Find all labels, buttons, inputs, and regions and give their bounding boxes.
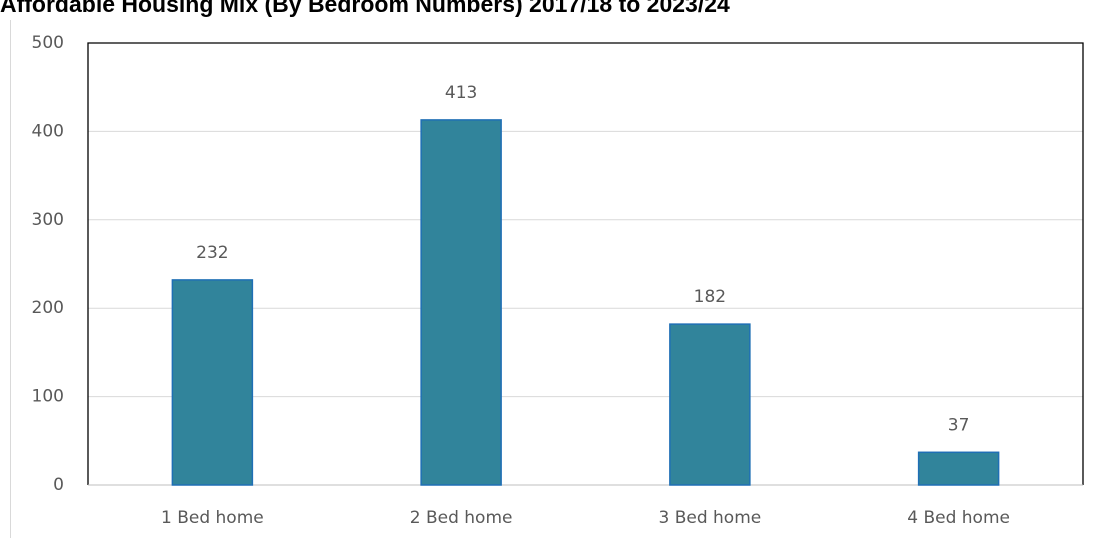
data-label: 232 xyxy=(196,243,228,263)
chart-title: Affordable Housing Mix (By Bedroom Numbe… xyxy=(0,0,730,17)
x-tick-label: 4 Bed home xyxy=(907,508,1010,528)
data-label: 182 xyxy=(694,287,726,307)
plot-border xyxy=(87,42,1084,485)
y-tick-label: 200 xyxy=(32,298,64,318)
data-label: 413 xyxy=(445,83,477,103)
y-tick-label: 400 xyxy=(32,121,64,141)
y-tick-label: 500 xyxy=(32,33,64,53)
bar xyxy=(669,323,751,486)
y-tick-label: 0 xyxy=(53,475,64,495)
x-tick-label: 1 Bed home xyxy=(161,508,264,528)
x-tick-label: 2 Bed home xyxy=(410,508,513,528)
data-label: 37 xyxy=(948,415,970,435)
y-tick-label: 300 xyxy=(32,210,64,230)
x-tick-label: 3 Bed home xyxy=(659,508,762,528)
bar xyxy=(171,279,254,486)
bar xyxy=(917,451,1000,486)
y-tick-label: 100 xyxy=(32,387,64,407)
bar xyxy=(420,119,502,486)
